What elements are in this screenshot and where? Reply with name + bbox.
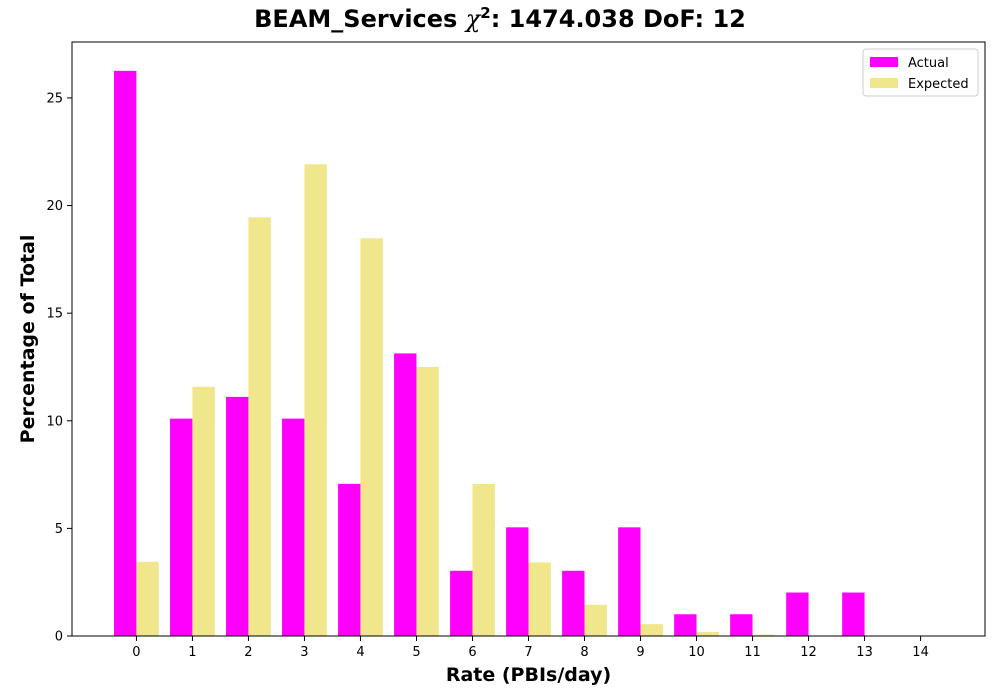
- bar-expected-5: [416, 366, 439, 636]
- bar-expected-3: [304, 164, 327, 637]
- bar-expected-4: [360, 238, 383, 636]
- bar-actual-7: [506, 527, 529, 636]
- title-prefix: BEAM_Services: [254, 5, 458, 33]
- x-tick-label-7: 7: [524, 645, 532, 660]
- x-tick-label-1: 1: [188, 645, 196, 660]
- bar-expected-7: [528, 562, 551, 636]
- x-tick-label-8: 8: [580, 645, 588, 660]
- y-axis: 0 5 10 15 20 25: [46, 91, 72, 645]
- x-tick-label-4: 4: [356, 645, 364, 660]
- legend-swatch-expected: [870, 78, 898, 88]
- x-tick-label-6: 6: [468, 645, 476, 660]
- bar-actual-1: [170, 418, 193, 636]
- bar-actual-2: [226, 396, 249, 636]
- bar-actual-11: [730, 614, 753, 636]
- x-tick-label-5: 5: [412, 645, 420, 660]
- x-tick-label-12: 12: [800, 645, 817, 660]
- legend-label-expected: Expected: [908, 77, 969, 92]
- x-tick-label-11: 11: [744, 645, 761, 660]
- legend-swatch-actual: [870, 57, 898, 67]
- chi-exponent: 2: [480, 4, 491, 22]
- bar-expected-1: [192, 386, 215, 636]
- legend: Actual Expected: [862, 48, 979, 97]
- bar-actual-0: [114, 70, 137, 637]
- chart-title: BEAM_Services χ2: 1474.038 DoF: 12: [0, 4, 1000, 33]
- bar-actual-12: [786, 592, 809, 636]
- bar-expected-2: [248, 217, 271, 637]
- title-suffix: : 1474.038 DoF: 12: [490, 5, 746, 33]
- y-tick-label-25: 25: [46, 91, 63, 106]
- x-tick-label-10: 10: [688, 645, 705, 660]
- bars-group: [114, 70, 943, 637]
- bar-expected-11: [752, 634, 775, 636]
- x-tick-label-9: 9: [636, 645, 644, 660]
- y-tick-label-5: 5: [55, 522, 63, 537]
- bar-actual-9: [618, 527, 641, 636]
- y-tick-label-10: 10: [46, 414, 63, 429]
- x-tick-label-14: 14: [912, 645, 929, 660]
- y-tick-label-20: 20: [46, 199, 63, 214]
- bar-actual-13: [842, 592, 865, 636]
- x-axis-label: Rate (PBIs/day): [446, 664, 611, 686]
- chi-symbol: χ: [465, 5, 481, 33]
- bar-actual-3: [282, 418, 305, 636]
- x-tick-label-0: 0: [132, 645, 140, 660]
- bar-expected-8: [584, 604, 607, 636]
- bar-expected-6: [472, 484, 495, 636]
- bar-actual-8: [562, 570, 585, 636]
- x-tick-label-13: 13: [856, 645, 873, 660]
- y-axis-label: Percentage of Total: [17, 235, 39, 444]
- bar-expected-9: [640, 624, 663, 636]
- bar-actual-10: [674, 614, 697, 636]
- bar-expected-0: [136, 561, 159, 636]
- y-tick-label-15: 15: [46, 307, 63, 322]
- x-axis: 0 1 2 3 4 5 6 7 8 9 10 11 12 13 14: [132, 636, 929, 660]
- x-tick-label-2: 2: [244, 645, 252, 660]
- legend-label-actual: Actual: [908, 56, 949, 71]
- bar-actual-5: [394, 353, 417, 636]
- bar-actual-6: [450, 570, 473, 636]
- bar-actual-4: [338, 483, 361, 636]
- bar-expected-10: [696, 631, 719, 636]
- x-tick-label-3: 3: [300, 645, 308, 660]
- y-tick-label-0: 0: [55, 630, 63, 645]
